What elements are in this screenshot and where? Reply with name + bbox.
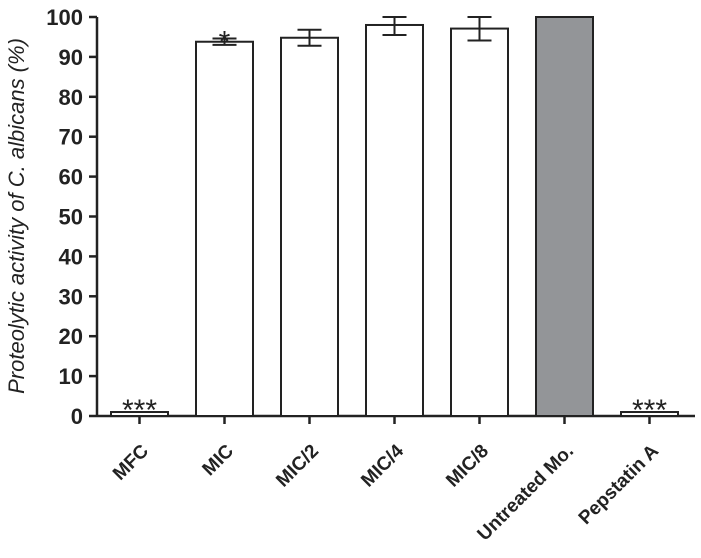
x-tick-label: MIC/8 — [442, 441, 493, 492]
y-tick-label: 30 — [59, 284, 83, 309]
y-tick-label: 90 — [59, 45, 83, 70]
significance-marker: * — [219, 26, 231, 59]
bar — [365, 23, 424, 417]
y-tick-label: 50 — [59, 205, 83, 230]
y-tick-label: 0 — [71, 404, 83, 429]
y-tick-label: 10 — [59, 364, 83, 389]
y-tick-label: 20 — [59, 324, 83, 349]
y-tick-label: 60 — [59, 165, 83, 190]
y-axis-label: Proteolytic activity of C. albicans (%) — [4, 38, 29, 394]
x-tick-label: MIC/2 — [272, 441, 323, 492]
bar — [195, 40, 254, 417]
y-tick-label: 100 — [46, 5, 83, 30]
y-tick-label: 80 — [59, 85, 83, 110]
bar — [535, 16, 594, 417]
x-tick-label: MIC — [199, 440, 239, 480]
y-tick-label: 40 — [59, 244, 83, 269]
bar — [280, 36, 339, 418]
bar — [450, 27, 509, 417]
x-tick-label: MIC/4 — [357, 440, 408, 491]
y-tick-label: 70 — [59, 125, 83, 150]
x-tick-label: MFC — [109, 440, 153, 484]
x-tick-label: Pepstatin A — [575, 440, 663, 528]
